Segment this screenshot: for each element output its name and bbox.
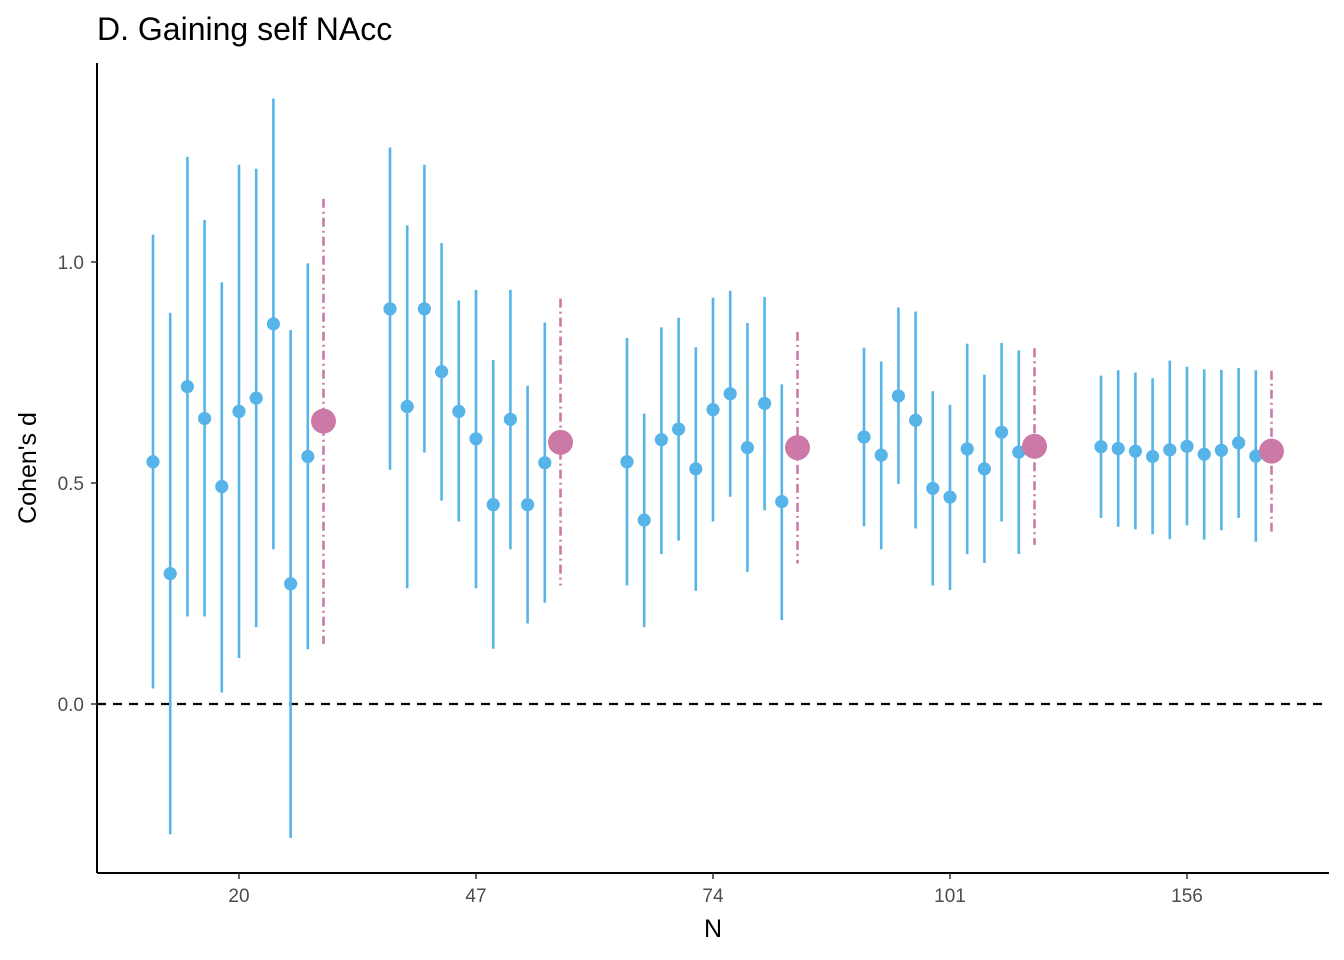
sample-point [400, 399, 414, 414]
sample-point [1094, 440, 1108, 454]
pooled-point [785, 435, 810, 461]
sample-point [874, 448, 888, 462]
sample-point [180, 380, 194, 394]
sample-point [163, 567, 177, 581]
sample-point [672, 422, 686, 436]
sample-point [301, 449, 315, 464]
group-101 [857, 307, 1047, 590]
sample-point [1146, 449, 1160, 464]
sample-point [469, 432, 483, 446]
sample-point [1197, 447, 1211, 461]
sample-point [758, 396, 772, 411]
sample-point [960, 442, 974, 456]
x-axis-title: N [704, 915, 722, 943]
sample-point [891, 389, 906, 403]
sample-point [435, 365, 449, 379]
sample-point [637, 513, 651, 527]
sample-point [249, 391, 263, 405]
chart-title: D. Gaining self NAcc [97, 11, 392, 47]
sample-point [943, 490, 957, 504]
sample-point [689, 462, 703, 476]
sample-point [1214, 443, 1228, 457]
sample-point [909, 413, 923, 427]
group-74 [620, 290, 810, 628]
sample-point [775, 494, 789, 509]
group-20 [146, 98, 336, 838]
group-156 [1094, 360, 1284, 542]
sample-point [1111, 441, 1125, 456]
sample-point [740, 441, 755, 455]
x-tick-label: 47 [465, 886, 486, 907]
y-tick-label: 0.0 [58, 695, 84, 716]
sample-point [857, 430, 871, 444]
pooled-point [1259, 438, 1284, 464]
sample-point [417, 302, 431, 316]
sample-point [284, 577, 298, 591]
sample-point [266, 317, 280, 331]
pooled-point [548, 429, 573, 455]
sample-point [198, 411, 212, 426]
sample-point [706, 403, 720, 417]
sample-point [620, 455, 634, 469]
sample-point [977, 462, 992, 476]
sample-point [995, 425, 1009, 439]
y-tick-label: 0.5 [58, 474, 84, 495]
pooled-point [1022, 433, 1047, 459]
sample-point [538, 456, 552, 470]
sample-point [232, 404, 246, 418]
x-tick-label: 20 [228, 886, 249, 907]
sample-point [1128, 444, 1142, 458]
chart-marks [97, 98, 1329, 838]
sample-point [383, 302, 397, 316]
sample-point [486, 498, 500, 512]
pooled-point [311, 408, 336, 434]
sample-point [521, 498, 535, 512]
y-tick-label: 1.0 [58, 253, 84, 274]
sample-point [1232, 436, 1246, 450]
plot-area [97, 98, 1329, 838]
y-axis-title: Cohen's d [14, 412, 42, 524]
sample-point [1163, 443, 1177, 457]
sample-point [503, 412, 517, 426]
sample-point [146, 455, 160, 469]
sample-point [926, 481, 940, 495]
sample-point [723, 387, 737, 401]
sample-point [1180, 439, 1194, 453]
sample-point [215, 479, 229, 494]
group-47 [383, 147, 573, 649]
x-axis-ticks: 20 47 74 101 156 [228, 873, 1203, 907]
sample-point [1012, 445, 1026, 459]
y-axis-ticks: 0.0 0.5 1.0 [58, 253, 97, 716]
sample-point [654, 433, 669, 447]
x-tick-label: 156 [1171, 886, 1203, 907]
x-tick-label: 101 [934, 886, 966, 907]
sample-point [452, 404, 466, 418]
x-tick-label: 74 [702, 886, 724, 907]
